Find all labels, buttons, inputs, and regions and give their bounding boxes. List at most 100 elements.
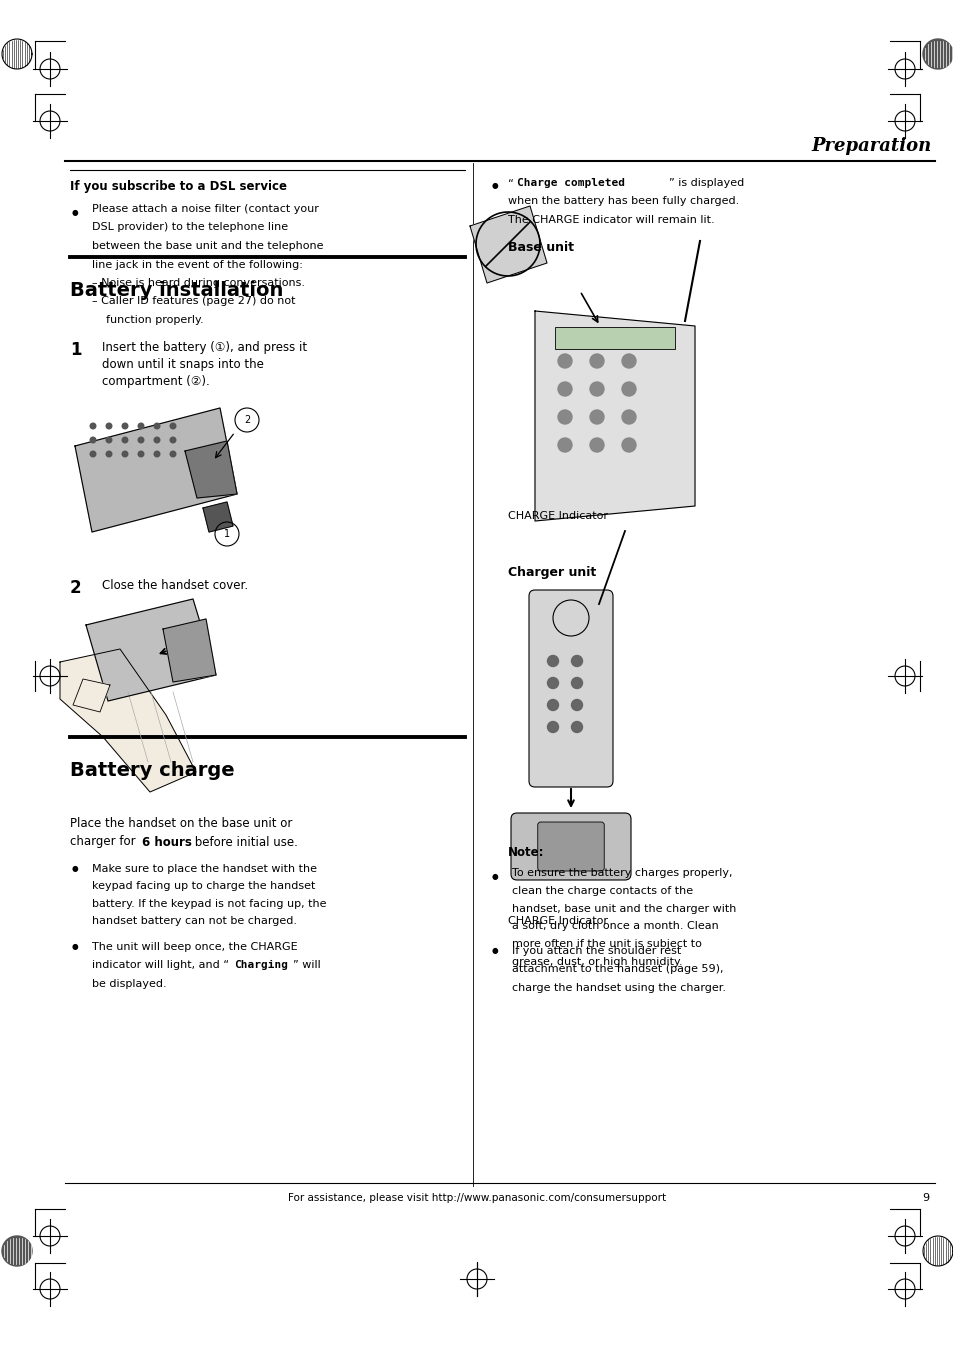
Circle shape [571,677,582,689]
Circle shape [106,451,112,457]
Text: CHARGE Indicator: CHARGE Indicator [507,916,607,925]
Circle shape [558,438,572,453]
Text: indicator will light, and “: indicator will light, and “ [91,961,229,970]
Text: charger for: charger for [70,835,139,848]
Circle shape [589,382,603,396]
Text: compartment (②).: compartment (②). [102,376,210,388]
Polygon shape [923,39,952,69]
Circle shape [154,438,160,443]
Circle shape [547,655,558,666]
Text: Charging: Charging [233,961,288,970]
Text: 2: 2 [70,580,82,597]
Text: For assistance, please visit http://www.panasonic.com/consumersupport: For assistance, please visit http://www.… [288,1193,665,1202]
FancyBboxPatch shape [529,590,613,788]
Text: charge the handset using the charger.: charge the handset using the charger. [512,984,725,993]
Circle shape [558,354,572,367]
Text: Please attach a noise filter (contact your: Please attach a noise filter (contact yo… [91,204,318,213]
Circle shape [170,451,175,457]
Text: “: “ [507,178,514,188]
Circle shape [91,451,95,457]
Text: Close the handset cover.: Close the handset cover. [102,580,248,592]
Text: DSL provider) to the telephone line: DSL provider) to the telephone line [91,223,288,232]
Text: Charger unit: Charger unit [507,566,596,580]
Text: Insert the battery (①), and press it: Insert the battery (①), and press it [102,340,307,354]
Text: – Noise is heard during conversations.: – Noise is heard during conversations. [91,278,305,288]
Polygon shape [535,311,695,521]
Circle shape [621,354,636,367]
Circle shape [558,409,572,424]
Circle shape [589,438,603,453]
Text: ●: ● [492,946,498,955]
Text: Make sure to place the handset with the: Make sure to place the handset with the [91,865,316,874]
FancyBboxPatch shape [555,327,675,349]
Text: 2: 2 [244,415,250,426]
Text: 6 hours: 6 hours [141,835,192,848]
Text: Battery installation: Battery installation [70,281,283,300]
Text: handset, base unit and the charger with: handset, base unit and the charger with [512,904,736,913]
Text: Charge completed: Charge completed [517,178,624,188]
Text: ” will: ” will [294,961,321,970]
Text: more often if the unit is subject to: more often if the unit is subject to [512,939,701,948]
Text: ●: ● [492,181,498,190]
Circle shape [122,451,128,457]
Text: The unit will beep once, the CHARGE: The unit will beep once, the CHARGE [91,942,297,951]
Circle shape [621,438,636,453]
Circle shape [571,700,582,711]
Text: down until it snaps into the: down until it snaps into the [102,358,264,372]
Circle shape [547,677,558,689]
Circle shape [122,438,128,443]
Text: handset battery can not be charged.: handset battery can not be charged. [91,916,296,927]
Circle shape [621,382,636,396]
Text: 1: 1 [224,530,230,539]
Polygon shape [86,598,215,701]
Circle shape [138,423,144,428]
Text: a soft, dry cloth once a month. Clean: a soft, dry cloth once a month. Clean [512,921,718,931]
Circle shape [106,423,112,428]
Circle shape [138,451,144,457]
Text: Battery charge: Battery charge [70,761,234,780]
Circle shape [571,655,582,666]
Text: before initial use.: before initial use. [191,835,297,848]
Text: between the base unit and the telephone: between the base unit and the telephone [91,240,323,251]
Polygon shape [203,503,233,532]
Text: Note:: Note: [507,846,544,859]
Text: If you attach the shoulder rest: If you attach the shoulder rest [512,946,680,957]
Circle shape [122,423,128,428]
Circle shape [589,354,603,367]
Polygon shape [75,408,236,532]
Text: ●: ● [492,871,498,881]
Text: To ensure the battery charges properly,: To ensure the battery charges properly, [512,867,732,878]
Text: attachment to the handset (page 59),: attachment to the handset (page 59), [512,965,722,974]
Polygon shape [2,1236,32,1266]
Text: when the battery has been fully charged.: when the battery has been fully charged. [507,196,739,207]
Polygon shape [73,680,110,712]
Circle shape [621,409,636,424]
Text: Place the handset on the base unit or: Place the handset on the base unit or [70,817,292,830]
Polygon shape [163,619,215,682]
Text: ●: ● [71,865,78,873]
Circle shape [91,423,95,428]
Circle shape [589,409,603,424]
Text: The CHARGE indicator will remain lit.: The CHARGE indicator will remain lit. [507,215,714,226]
Text: grease, dust, or high humidity.: grease, dust, or high humidity. [512,957,682,967]
Text: ●: ● [71,208,78,218]
Circle shape [170,423,175,428]
Text: clean the charge contacts of the: clean the charge contacts of the [512,886,693,896]
Circle shape [138,438,144,443]
Text: ●: ● [71,942,78,951]
Text: battery. If the keypad is not facing up, the: battery. If the keypad is not facing up,… [91,898,326,909]
Text: keypad facing up to charge the handset: keypad facing up to charge the handset [91,881,315,892]
Circle shape [154,451,160,457]
Text: function properly.: function properly. [91,315,203,326]
Circle shape [106,438,112,443]
Circle shape [547,721,558,732]
Text: Preparation: Preparation [811,136,931,155]
Text: 9: 9 [921,1193,928,1202]
Polygon shape [60,648,195,792]
Text: ” is displayed: ” is displayed [668,178,743,188]
Polygon shape [470,205,546,282]
Circle shape [91,438,95,443]
Circle shape [154,423,160,428]
Text: CHARGE Indicator: CHARGE Indicator [507,511,607,521]
Polygon shape [185,440,236,499]
